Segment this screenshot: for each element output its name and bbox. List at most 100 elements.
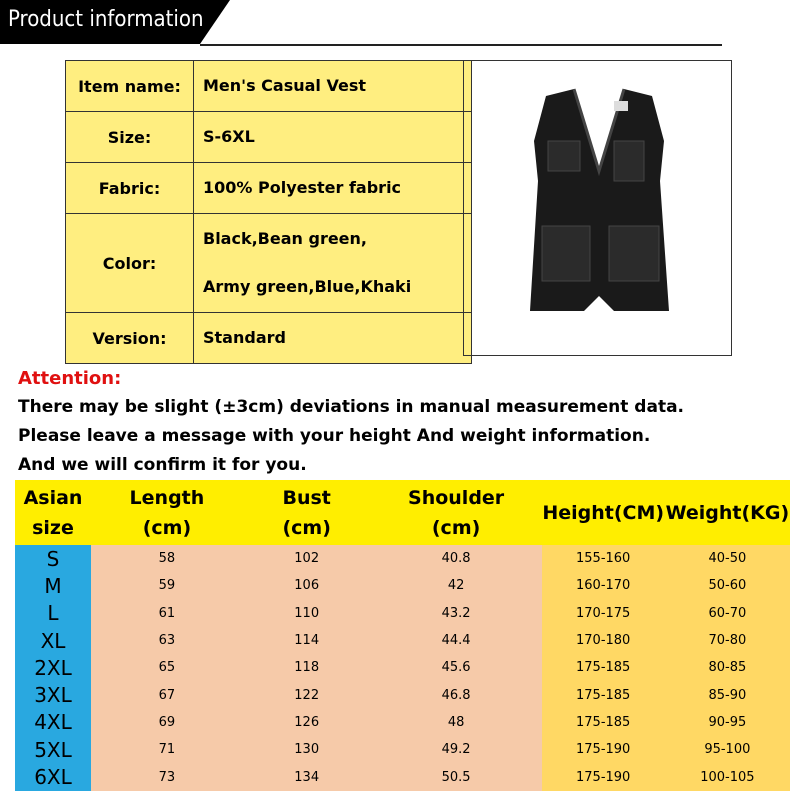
info-value: Standard <box>193 312 472 364</box>
size-cell: 60-70 <box>664 599 790 627</box>
info-value: Black,Bean green, Army green,Blue,Khaki <box>193 213 472 313</box>
column-header: Length (cm) <box>91 480 243 545</box>
vest-collar <box>572 88 626 177</box>
attention-line: Please leave a message with your height … <box>18 426 651 446</box>
column-header: Bust (cm) <box>242 480 371 545</box>
pocket <box>547 140 581 172</box>
size-name: M <box>15 572 91 600</box>
size-cell: 63 <box>91 626 243 655</box>
size-cell: 59 <box>91 572 243 600</box>
size-cell: 95-100 <box>664 736 790 764</box>
size-cell: 106 <box>242 572 371 600</box>
column-header: Shoulder (cm) <box>370 480 542 545</box>
size-cell: 130 <box>242 736 371 764</box>
pocket <box>608 225 660 282</box>
size-cell: 50-60 <box>664 572 790 600</box>
size-cell: 110 <box>242 599 371 627</box>
size-name: 2XL <box>15 654 91 682</box>
label-patch <box>614 101 628 111</box>
info-value: S-6XL <box>193 111 472 163</box>
column-header: Weight(KG) <box>664 480 790 545</box>
size-row: 3XL 67 122 46.8 175-185 85-90 <box>15 681 790 709</box>
size-cell: 102 <box>242 545 371 573</box>
size-name: L <box>15 599 91 627</box>
size-cell: 50.5 <box>370 763 542 791</box>
column-header: Asian size <box>15 480 91 545</box>
size-cell: 70-80 <box>664 626 790 655</box>
size-cell: 73 <box>91 763 243 791</box>
size-cell: 122 <box>242 681 371 709</box>
size-cell: 58 <box>91 545 243 573</box>
size-cell: 175-185 <box>541 654 665 682</box>
pocket <box>613 140 645 182</box>
size-cell: 134 <box>242 763 371 791</box>
size-cell: 85-90 <box>664 681 790 709</box>
size-cell: 126 <box>242 708 371 737</box>
size-row: 6XL 73 134 50.5 175-190 100-105 <box>15 763 790 791</box>
size-cell: 69 <box>91 708 243 737</box>
info-label: Version: <box>65 312 194 364</box>
size-cell: 49.2 <box>370 736 542 764</box>
size-cell: 118 <box>242 654 371 682</box>
size-row: L 61 110 43.2 170-175 60-70 <box>15 599 790 627</box>
info-label: Fabric: <box>65 162 194 214</box>
size-cell: 90-95 <box>664 708 790 737</box>
size-cell: 175-185 <box>541 708 665 737</box>
size-row: XL 63 114 44.4 170-180 70-80 <box>15 626 790 655</box>
size-cell: 71 <box>91 736 243 764</box>
info-label: Color: <box>65 213 194 313</box>
vest-illustration <box>530 88 669 311</box>
size-cell: 43.2 <box>370 599 542 627</box>
size-cell: 114 <box>242 626 371 655</box>
size-name: 6XL <box>15 763 91 791</box>
info-value-line: Black,Bean green, <box>203 229 367 248</box>
rule <box>200 44 722 46</box>
info-row: Item name: Men's Casual Vest <box>65 60 472 112</box>
size-cell: 170-175 <box>541 599 665 627</box>
title: Product information <box>8 7 204 32</box>
size-name: XL <box>15 626 91 655</box>
banner <box>0 0 230 44</box>
size-table: Asian size Length (cm) Bust (cm) Shoulder (… <box>15 480 790 791</box>
info-row: Version: Standard <box>65 312 472 364</box>
size-row: S 58 102 40.8 155-160 40-50 <box>15 545 790 573</box>
size-name: 5XL <box>15 736 91 764</box>
size-cell: 80-85 <box>664 654 790 682</box>
info-row: Fabric: 100% Polyester fabric <box>65 162 472 214</box>
info-value: Men's Casual Vest <box>193 60 472 112</box>
size-cell: 40-50 <box>664 545 790 573</box>
attention-line: And we will confirm it for you. <box>18 455 307 475</box>
attention-line: There may be slight (±3cm) deviations in… <box>18 397 684 417</box>
size-row: 5XL 71 130 49.2 175-190 95-100 <box>15 736 790 764</box>
info-label: Item name: <box>65 60 194 112</box>
size-cell: 44.4 <box>370 626 542 655</box>
info-value-line: S-6XL <box>203 127 255 146</box>
product-image <box>463 60 732 356</box>
size-cell: 175-190 <box>541 763 665 791</box>
size-cell: 160-170 <box>541 572 665 600</box>
size-cell: 100-105 <box>664 763 790 791</box>
info-value-line: 100% Polyester fabric <box>203 178 402 197</box>
size-cell: 46.8 <box>370 681 542 709</box>
size-row: M 59 106 42 160-170 50-60 <box>15 572 790 600</box>
size-cell: 155-160 <box>541 545 665 573</box>
size-cell: 170-180 <box>541 626 665 655</box>
size-cell: 42 <box>370 572 542 600</box>
size-row: 4XL 69 126 48 175-185 90-95 <box>15 708 790 737</box>
size-cell: 67 <box>91 681 243 709</box>
info-table: Item name: Men's Casual Vest Size: S-6XL Fab… <box>65 60 472 364</box>
attention-title: Attention: <box>18 368 122 389</box>
info-value-line: Standard <box>203 328 286 347</box>
size-cell: 175-185 <box>541 681 665 709</box>
size-cell: 45.6 <box>370 654 542 682</box>
size-name: S <box>15 545 91 573</box>
pocket <box>541 225 591 282</box>
size-cell: 48 <box>370 708 542 737</box>
size-name: 3XL <box>15 681 91 709</box>
column-header: Height(CM) <box>541 480 665 545</box>
banner-shape <box>0 0 230 44</box>
info-value-line: Men's Casual Vest <box>203 76 366 95</box>
info-value: 100% Polyester fabric <box>193 162 472 214</box>
size-cell: 40.8 <box>370 545 542 573</box>
